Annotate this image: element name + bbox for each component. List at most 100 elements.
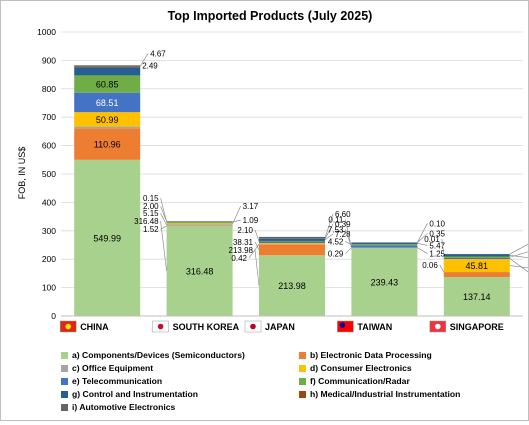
bar-segment <box>259 241 325 242</box>
flag-emblem <box>250 324 256 330</box>
bar-segment <box>167 224 233 225</box>
bar-segment <box>444 258 510 259</box>
data-label: 45.81 <box>466 261 489 271</box>
leader-line <box>440 265 444 272</box>
data-label: 60.85 <box>96 80 119 90</box>
data-label: 2.49 <box>142 61 158 70</box>
legend-label: g) Control and Instrumentation <box>72 389 198 399</box>
legend-label: d) Consumer Electronics <box>310 363 412 373</box>
data-label: 2.10 <box>237 226 253 235</box>
data-label: 239.43 <box>371 278 399 288</box>
legend-swatch <box>299 352 306 359</box>
legend-swatch <box>61 365 68 372</box>
data-label: 4.52 <box>328 237 344 246</box>
legend-swatch <box>61 404 68 411</box>
y-tick-label: 800 <box>42 84 56 94</box>
bar-segment <box>167 222 233 223</box>
legend-label: h) Medical/Industrial Instrumentation <box>310 389 460 399</box>
data-label: 7.53 <box>328 225 344 234</box>
legend-swatch <box>299 378 306 385</box>
y-tick-label: 1000 <box>37 27 56 37</box>
bar-segment <box>167 223 233 224</box>
category-label: SOUTH KOREA <box>173 322 240 332</box>
leader-line <box>510 249 528 257</box>
data-label: 0.29 <box>328 249 344 258</box>
leader-line <box>161 198 167 222</box>
flag-emblem <box>340 322 346 328</box>
bar-segment <box>259 243 325 244</box>
legend-item: a) Components/Devices (Semiconductors) <box>61 350 245 360</box>
bar-segment <box>259 239 325 241</box>
data-label: 3.17 <box>243 202 259 211</box>
legend-label: i) Automotive Electronics <box>72 402 175 412</box>
legend-swatch <box>61 378 68 385</box>
leader-line <box>510 239 528 254</box>
y-tick-label: 100 <box>42 283 56 293</box>
data-label: 0.06 <box>422 261 438 270</box>
category-label: JAPAN <box>265 322 295 332</box>
y-tick-label: 0 <box>51 311 56 321</box>
bar-segment <box>74 67 140 68</box>
bar-segment <box>351 244 417 245</box>
legend-item: h) Medical/Industrial Instrumentation <box>299 389 460 399</box>
y-axis-label: FOB, IN US$ <box>17 147 27 200</box>
legend-label: a) Components/Devices (Semiconductors) <box>72 350 245 360</box>
legend-item: b) Electronic Data Processing <box>299 350 432 360</box>
leader-line <box>255 230 259 241</box>
category-label: CHINA <box>80 322 109 332</box>
legend-label: e) Telecommunication <box>72 376 162 386</box>
legend-item: i) Automotive Electronics <box>61 402 175 412</box>
y-tick-label: 700 <box>42 112 56 122</box>
bar-segment <box>444 272 510 277</box>
data-label: 0.10 <box>429 219 445 228</box>
bars <box>74 65 510 316</box>
bar-segment <box>74 127 140 129</box>
y-tick-label: 500 <box>42 169 56 179</box>
leader-line <box>510 266 528 269</box>
data-label: 137.14 <box>463 292 491 302</box>
data-label: 549.99 <box>93 233 121 243</box>
data-label: 1.52 <box>143 225 159 234</box>
data-label: 0.11 <box>328 215 344 224</box>
chart-title: Top Imported Products (July 2025) <box>168 9 373 23</box>
bar-segment <box>259 242 325 244</box>
data-label: 50.99 <box>96 115 119 125</box>
data-label: 0.42 <box>231 254 247 263</box>
bar-segment <box>444 257 510 258</box>
y-tick-label: 600 <box>42 141 56 151</box>
data-label: 4.67 <box>150 49 166 58</box>
legend-item: c) Office Equipment <box>61 363 153 373</box>
flag-emblem <box>65 324 71 330</box>
bar-segment <box>259 237 325 239</box>
bar-segment <box>351 245 417 247</box>
flag-icon <box>337 321 353 332</box>
data-label: 213.98 <box>278 281 306 291</box>
y-tick-label: 900 <box>42 55 56 65</box>
bar-segment <box>444 254 510 256</box>
data-label: 0.01 <box>424 235 440 244</box>
y-tick-label: 400 <box>42 197 56 207</box>
flag-emblem <box>435 324 441 330</box>
legend-label: c) Office Equipment <box>72 363 153 373</box>
category-label: TAIWAN <box>357 322 392 332</box>
leader-line <box>255 250 259 286</box>
leader-line <box>510 255 528 259</box>
data-label: 68.51 <box>96 98 119 108</box>
flag-emblem <box>158 324 164 330</box>
y-tick-label: 200 <box>42 254 56 264</box>
leader-line <box>417 248 427 254</box>
bar-segment <box>259 244 325 255</box>
bar-segment <box>74 67 140 75</box>
legend-label: b) Electronic Data Processing <box>310 350 432 360</box>
legend-swatch <box>299 391 306 398</box>
y-tick-label: 300 <box>42 226 56 236</box>
legend-item: f) Communication/Radar <box>299 376 410 386</box>
bar-segment <box>351 243 417 245</box>
leader-line <box>345 248 351 253</box>
category-label: SINGAPORE <box>450 322 504 332</box>
leader-line <box>510 259 528 279</box>
bar-segment <box>167 221 233 222</box>
legend-swatch <box>299 365 306 372</box>
category-labels: CHINA SOUTH KOREA JAPAN TAIWAN SINGAPORE <box>60 321 504 332</box>
